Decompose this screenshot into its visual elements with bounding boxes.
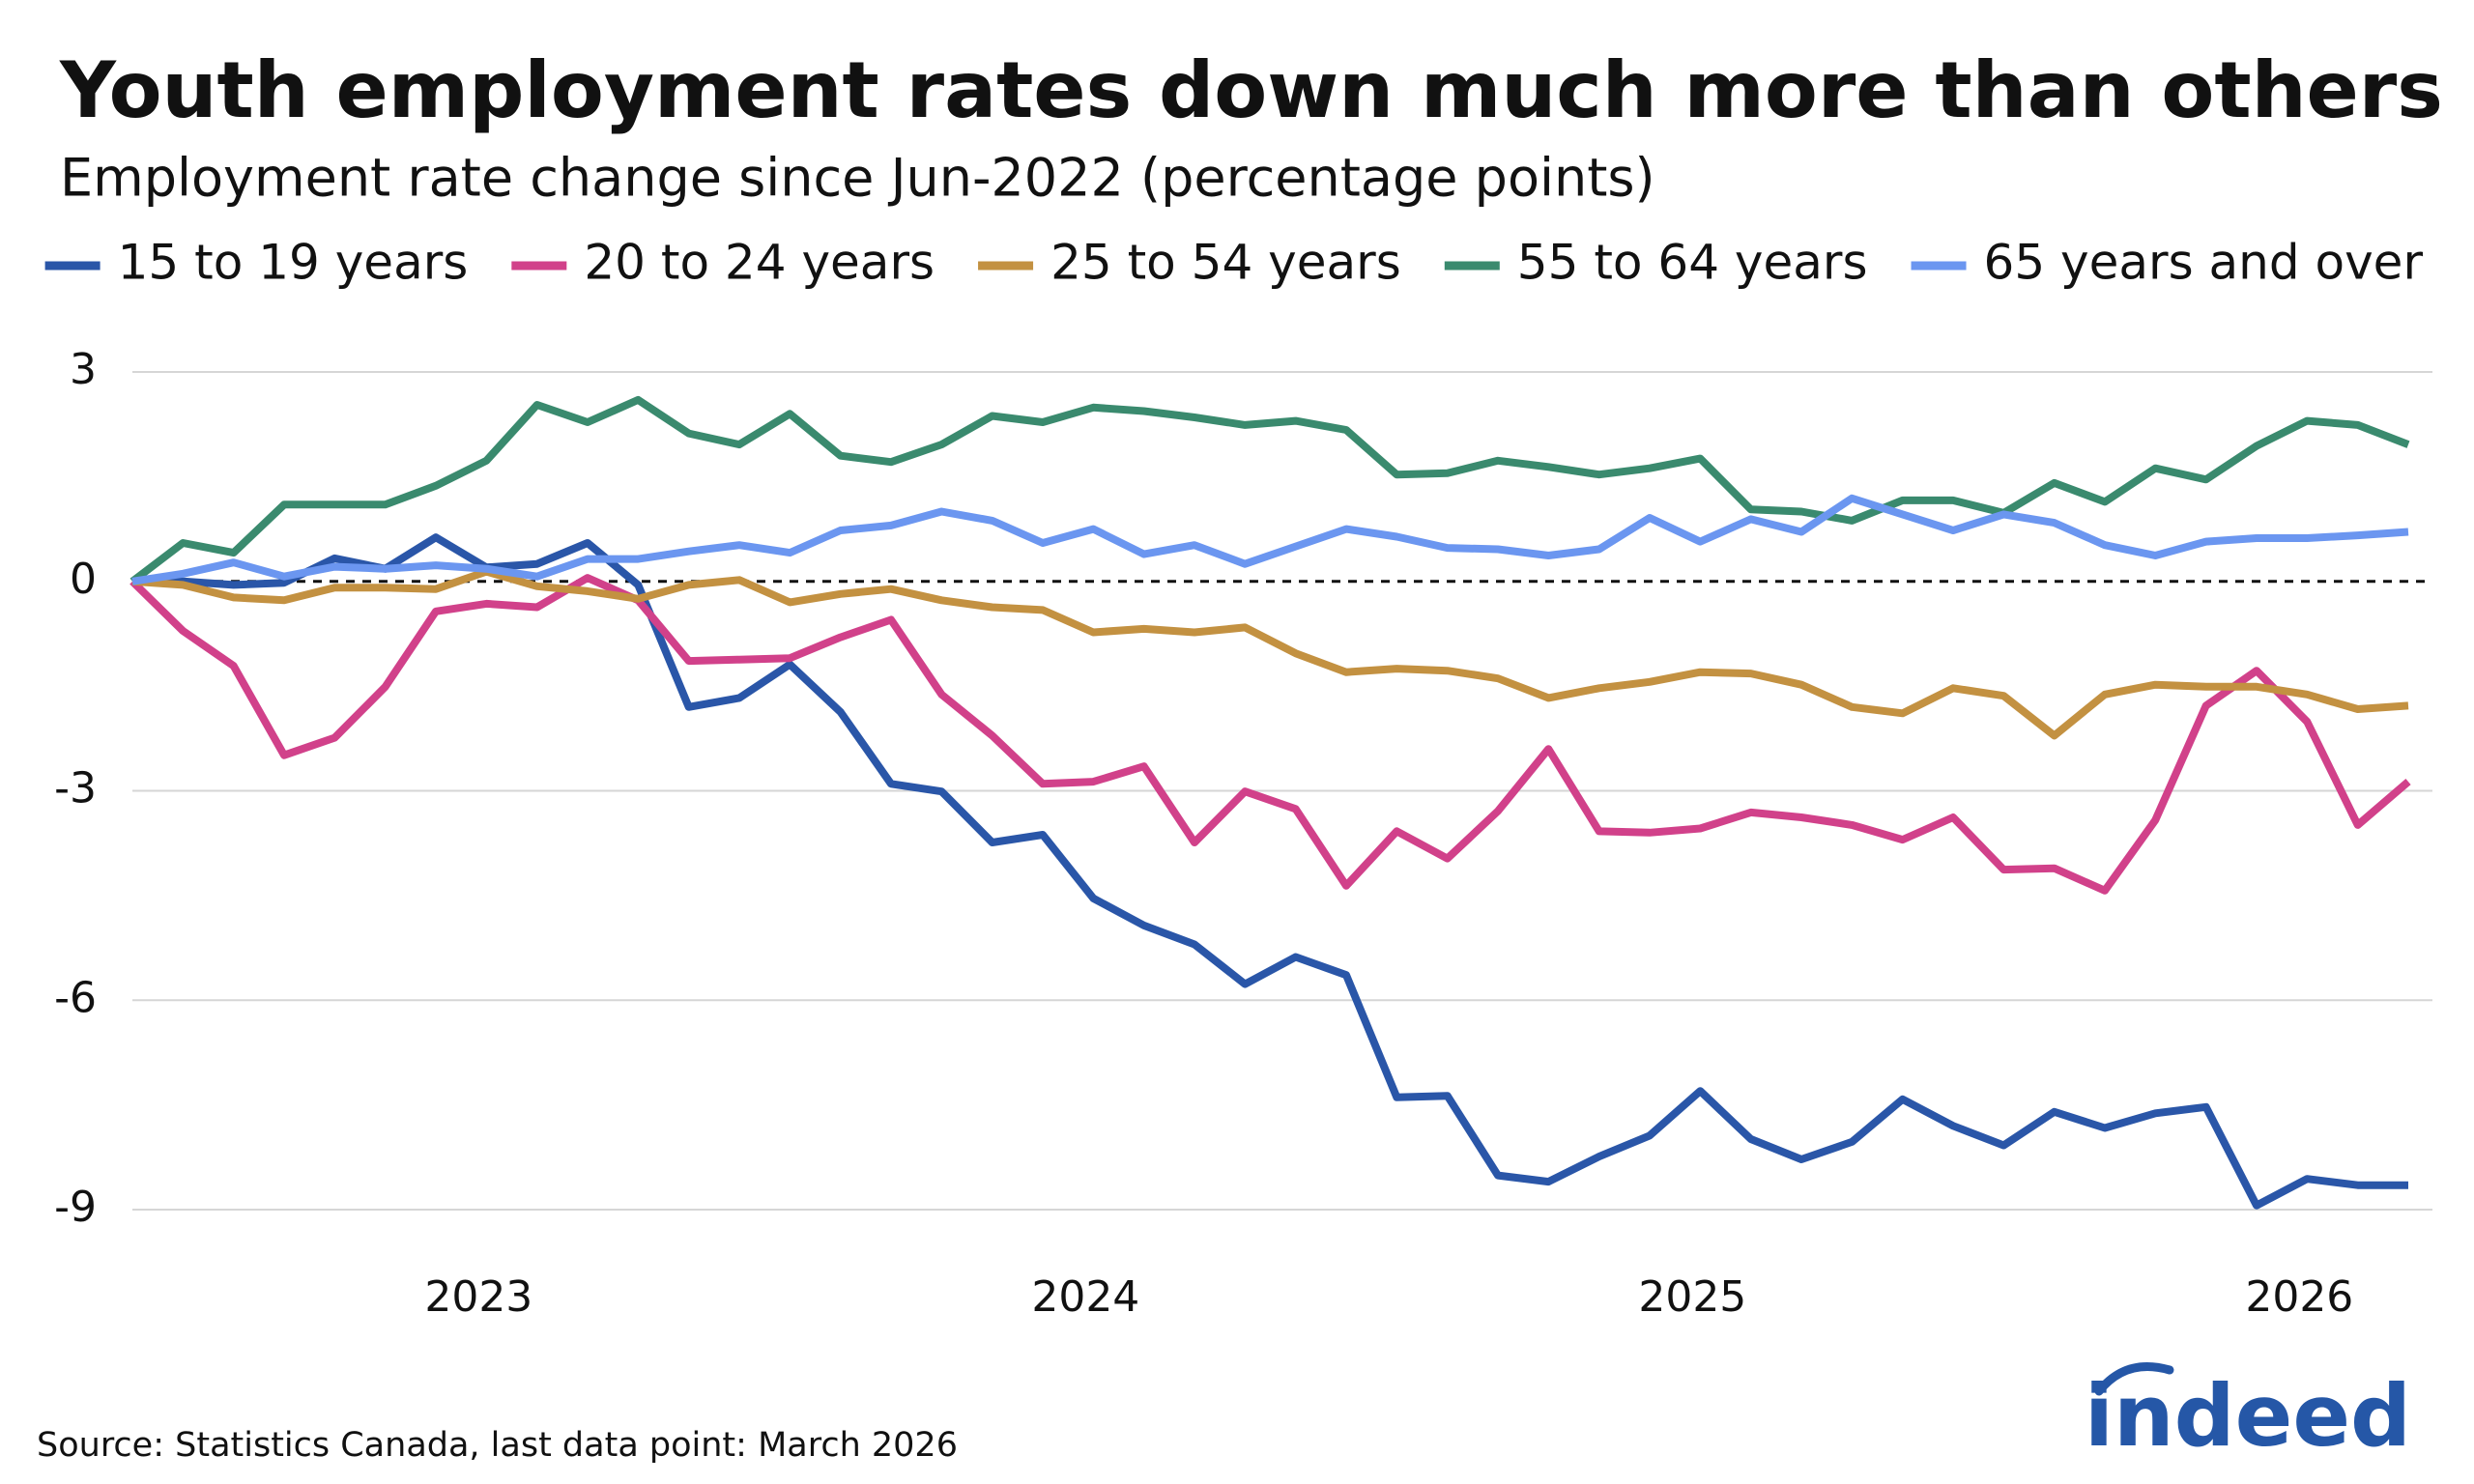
x-tick-label: 2024 [1031, 1272, 1139, 1322]
legend-label: 25 to 54 years [1050, 235, 1401, 291]
brand-logo: indeed [2085, 1366, 2411, 1466]
legend-label: 15 to 19 years [118, 235, 469, 291]
x-tick-label: 2026 [2245, 1272, 2353, 1322]
chart-title: Youth employment rates down much more th… [59, 45, 2443, 135]
y-tick-label: 0 [70, 555, 97, 604]
y-tick-label: -3 [54, 764, 97, 813]
series-line [131, 494, 2409, 585]
y-tick-label: -6 [54, 973, 97, 1022]
legend-label: 55 to 64 years [1517, 235, 1868, 291]
x-tick-label: 2025 [1638, 1272, 1746, 1322]
x-tick-label: 2023 [424, 1272, 532, 1322]
series-line [129, 395, 2410, 585]
chart-subtitle: Employment rate change since Jun-2022 (p… [60, 148, 1655, 209]
logo-arc [2094, 1362, 2174, 1396]
series-line [131, 567, 2409, 740]
series-line [129, 574, 2411, 895]
source-note: Source: Statistics Canada, last data poi… [37, 1426, 958, 1465]
y-tick-label: -9 [54, 1183, 97, 1232]
y-tick-label: 3 [70, 345, 97, 394]
legend-label: 65 years and over [1984, 235, 2424, 291]
legend-label: 20 to 24 years [584, 235, 935, 291]
series-line [132, 533, 2408, 1210]
